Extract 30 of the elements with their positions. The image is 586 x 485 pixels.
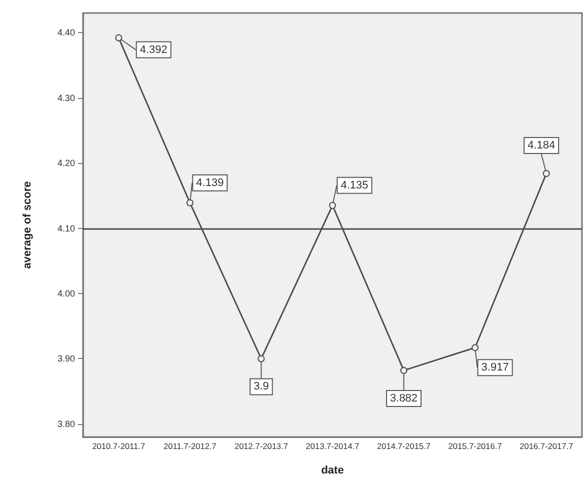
point: [400, 366, 408, 374]
x-tick-label: 2010.7-2011.7: [92, 441, 146, 451]
point: [115, 34, 122, 42]
x-axis-title: date: [321, 464, 344, 476]
y-tick-label: 3.90: [57, 354, 75, 364]
x-tick-label: 2016.7-2017.7: [520, 441, 574, 451]
y-tick-label: 4.30: [57, 92, 75, 103]
y-tick-label: 3.80: [57, 418, 75, 429]
y-tick-label: 4.40: [57, 28, 75, 38]
data-label: 3.9: [254, 380, 269, 393]
point: [258, 355, 265, 362]
x-tick-label: 2012.7-2013.7: [234, 441, 288, 451]
point: [329, 202, 336, 209]
data-label: 4.392: [140, 44, 168, 56]
y-tick-label: 4.10: [57, 223, 75, 234]
data-label: 3.917: [481, 362, 509, 374]
point: [186, 199, 194, 206]
x-tick-label: 2011.7-2012.7: [163, 441, 217, 451]
data-label: 4.135: [340, 179, 368, 192]
y-axis-title: average of score: [22, 181, 34, 269]
point: [542, 170, 550, 177]
x-tick-label: 2013.7-2014.7: [306, 441, 360, 451]
y-tick-label: 4.20: [57, 158, 75, 168]
point: [472, 344, 479, 352]
x-tick-label: 2014.7-2015.7: [377, 441, 431, 451]
data-label: 4.139: [196, 176, 224, 189]
x-tick-label: 2015.7-2016.7: [448, 441, 502, 451]
data-label: 4.184: [528, 139, 556, 152]
data-label: 3.882: [390, 392, 418, 404]
y-tick-label: 4.00: [57, 288, 75, 298]
